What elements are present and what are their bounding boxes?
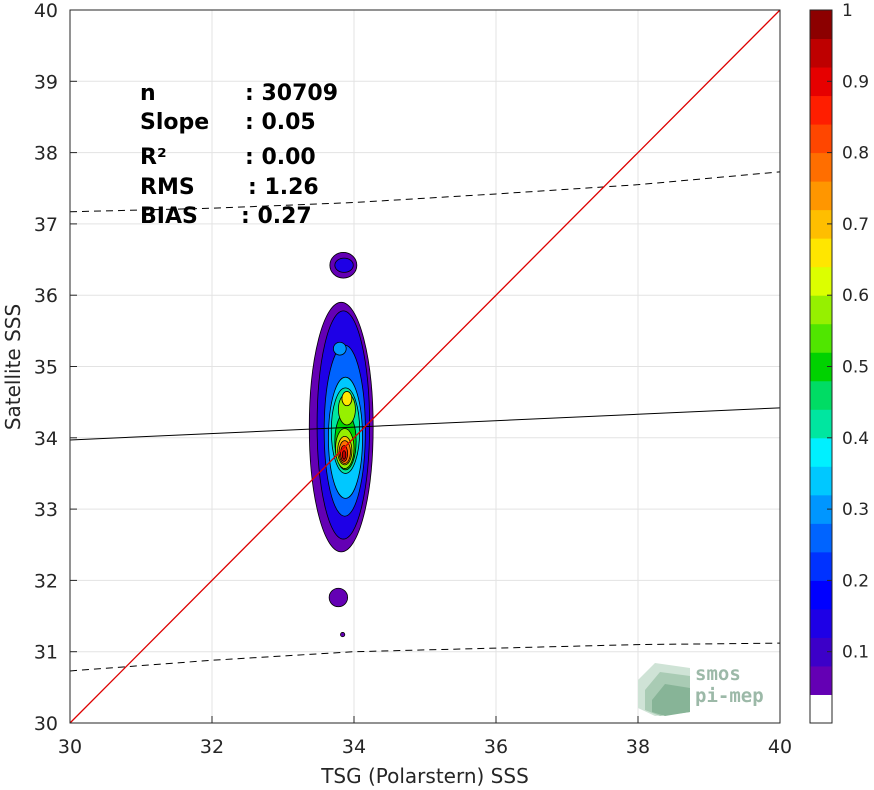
y-axis-label: Satellite SSS	[1, 304, 25, 430]
density-contours	[308, 252, 374, 638]
colorbar-segment	[810, 551, 832, 581]
y-axis-ticks: 30 31 32 33 34 35 36 37 38 39 40	[34, 0, 77, 735]
y-tick-label: 40	[34, 0, 58, 22]
colorbar-tick-label: 0.2	[842, 571, 869, 591]
colorbar-segment	[810, 523, 832, 553]
colorbar-tick-label: 0.9	[842, 72, 869, 92]
grid	[69, 9, 781, 724]
colorbar-tick-label: 0.6	[842, 286, 869, 306]
colorbar-segment	[810, 152, 832, 182]
colorbar-tick-label: 1	[842, 1, 853, 21]
y-tick-label: 36	[34, 285, 58, 307]
colorbar-tick-label: 0.3	[842, 500, 869, 520]
regression-line	[69, 407, 781, 441]
colorbar-segment	[810, 323, 832, 353]
x-tick-label: 30	[58, 736, 82, 758]
colorbar-tick-label: 0.5	[842, 358, 869, 378]
colorbar-segment	[810, 295, 832, 325]
lower-bound-line	[69, 642, 781, 672]
identity-line	[69, 9, 781, 724]
colorbar-segment	[810, 437, 832, 467]
colorbar-segment	[810, 238, 832, 268]
density-contour	[340, 632, 346, 638]
stat-n-label: n	[140, 81, 156, 106]
density-contour	[341, 450, 347, 460]
colorbar-segment	[810, 637, 832, 667]
colorbar	[810, 10, 832, 724]
colorbar-segment	[810, 494, 832, 524]
density-contour	[328, 587, 349, 608]
y-tick-label: 34	[34, 428, 58, 450]
stat-r2-label: R²	[140, 145, 167, 170]
logo-line1: smos	[695, 663, 741, 685]
colorbar-tick-label: 0.8	[842, 144, 869, 164]
smos-logo: smos pi-mep	[638, 663, 764, 716]
colorbar-segment	[810, 466, 832, 496]
fit-lines	[69, 9, 781, 724]
colorbar-segment	[810, 209, 832, 239]
y-tick-label: 39	[34, 71, 58, 93]
stats-box: n : 30709 Slope : 0.05 R² : 0.00 RMS : 1…	[140, 81, 338, 229]
density-contour	[333, 341, 347, 356]
x-tick-label: 34	[342, 736, 366, 758]
colorbar-segment	[810, 181, 832, 211]
stat-slope-label: Slope	[140, 110, 209, 135]
colorbar-tick-label: 0.4	[842, 429, 869, 449]
x-tick-label: 38	[626, 736, 650, 758]
density-contour	[334, 257, 354, 273]
colorbar-segment	[810, 694, 832, 724]
y-tick-label: 32	[34, 570, 58, 592]
colorbar-segment	[810, 95, 832, 125]
stat-r2-value: : 0.00	[245, 145, 316, 170]
y-tick-label: 35	[34, 357, 58, 379]
logo-waves-icon	[638, 663, 690, 716]
colorbar-segment	[810, 608, 832, 638]
y-tick-label: 33	[34, 499, 58, 521]
x-axis-label: TSG (Polarstern) SSS	[320, 764, 529, 788]
stat-rms-value: : 1.26	[248, 175, 319, 200]
y-tick-label: 37	[34, 214, 58, 236]
logo-line2: pi-mep	[695, 685, 764, 707]
y-tick-label: 30	[34, 713, 58, 735]
colorbar-segment	[810, 266, 832, 296]
colorbar-ticks: 0.1 0.2 0.3 0.4 0.5 0.6 0.7 0.8 0.9 1	[827, 1, 869, 663]
colorbar-segment	[810, 380, 832, 410]
y-tick-label: 38	[34, 143, 58, 165]
x-axis-ticks: 30 32 34 36 38 40	[58, 716, 792, 758]
stat-n-value: : 30709	[245, 81, 338, 106]
x-tick-label: 36	[484, 736, 508, 758]
density-contour	[341, 391, 353, 407]
stat-bias-value: : 0.27	[241, 204, 312, 229]
colorbar-segment	[810, 10, 832, 40]
x-tick-label: 32	[200, 736, 224, 758]
colorbar-segment	[810, 352, 832, 382]
stat-bias-label: BIAS	[140, 204, 198, 229]
stat-rms-label: RMS	[140, 175, 195, 200]
upper-bound-line	[69, 171, 781, 213]
colorbar-segment	[810, 67, 832, 97]
stat-slope-value: : 0.05	[245, 110, 316, 135]
colorbar-segment	[810, 38, 832, 68]
colorbar-segment	[810, 124, 832, 154]
y-tick-label: 31	[34, 642, 58, 664]
colorbar-tick-label: 0.7	[842, 215, 869, 235]
colorbar-segment	[810, 580, 832, 610]
colorbar-segment	[810, 665, 832, 695]
colorbar-tick-label: 0.1	[842, 643, 869, 663]
x-tick-label: 40	[768, 736, 792, 758]
colorbar-segment	[810, 409, 832, 439]
